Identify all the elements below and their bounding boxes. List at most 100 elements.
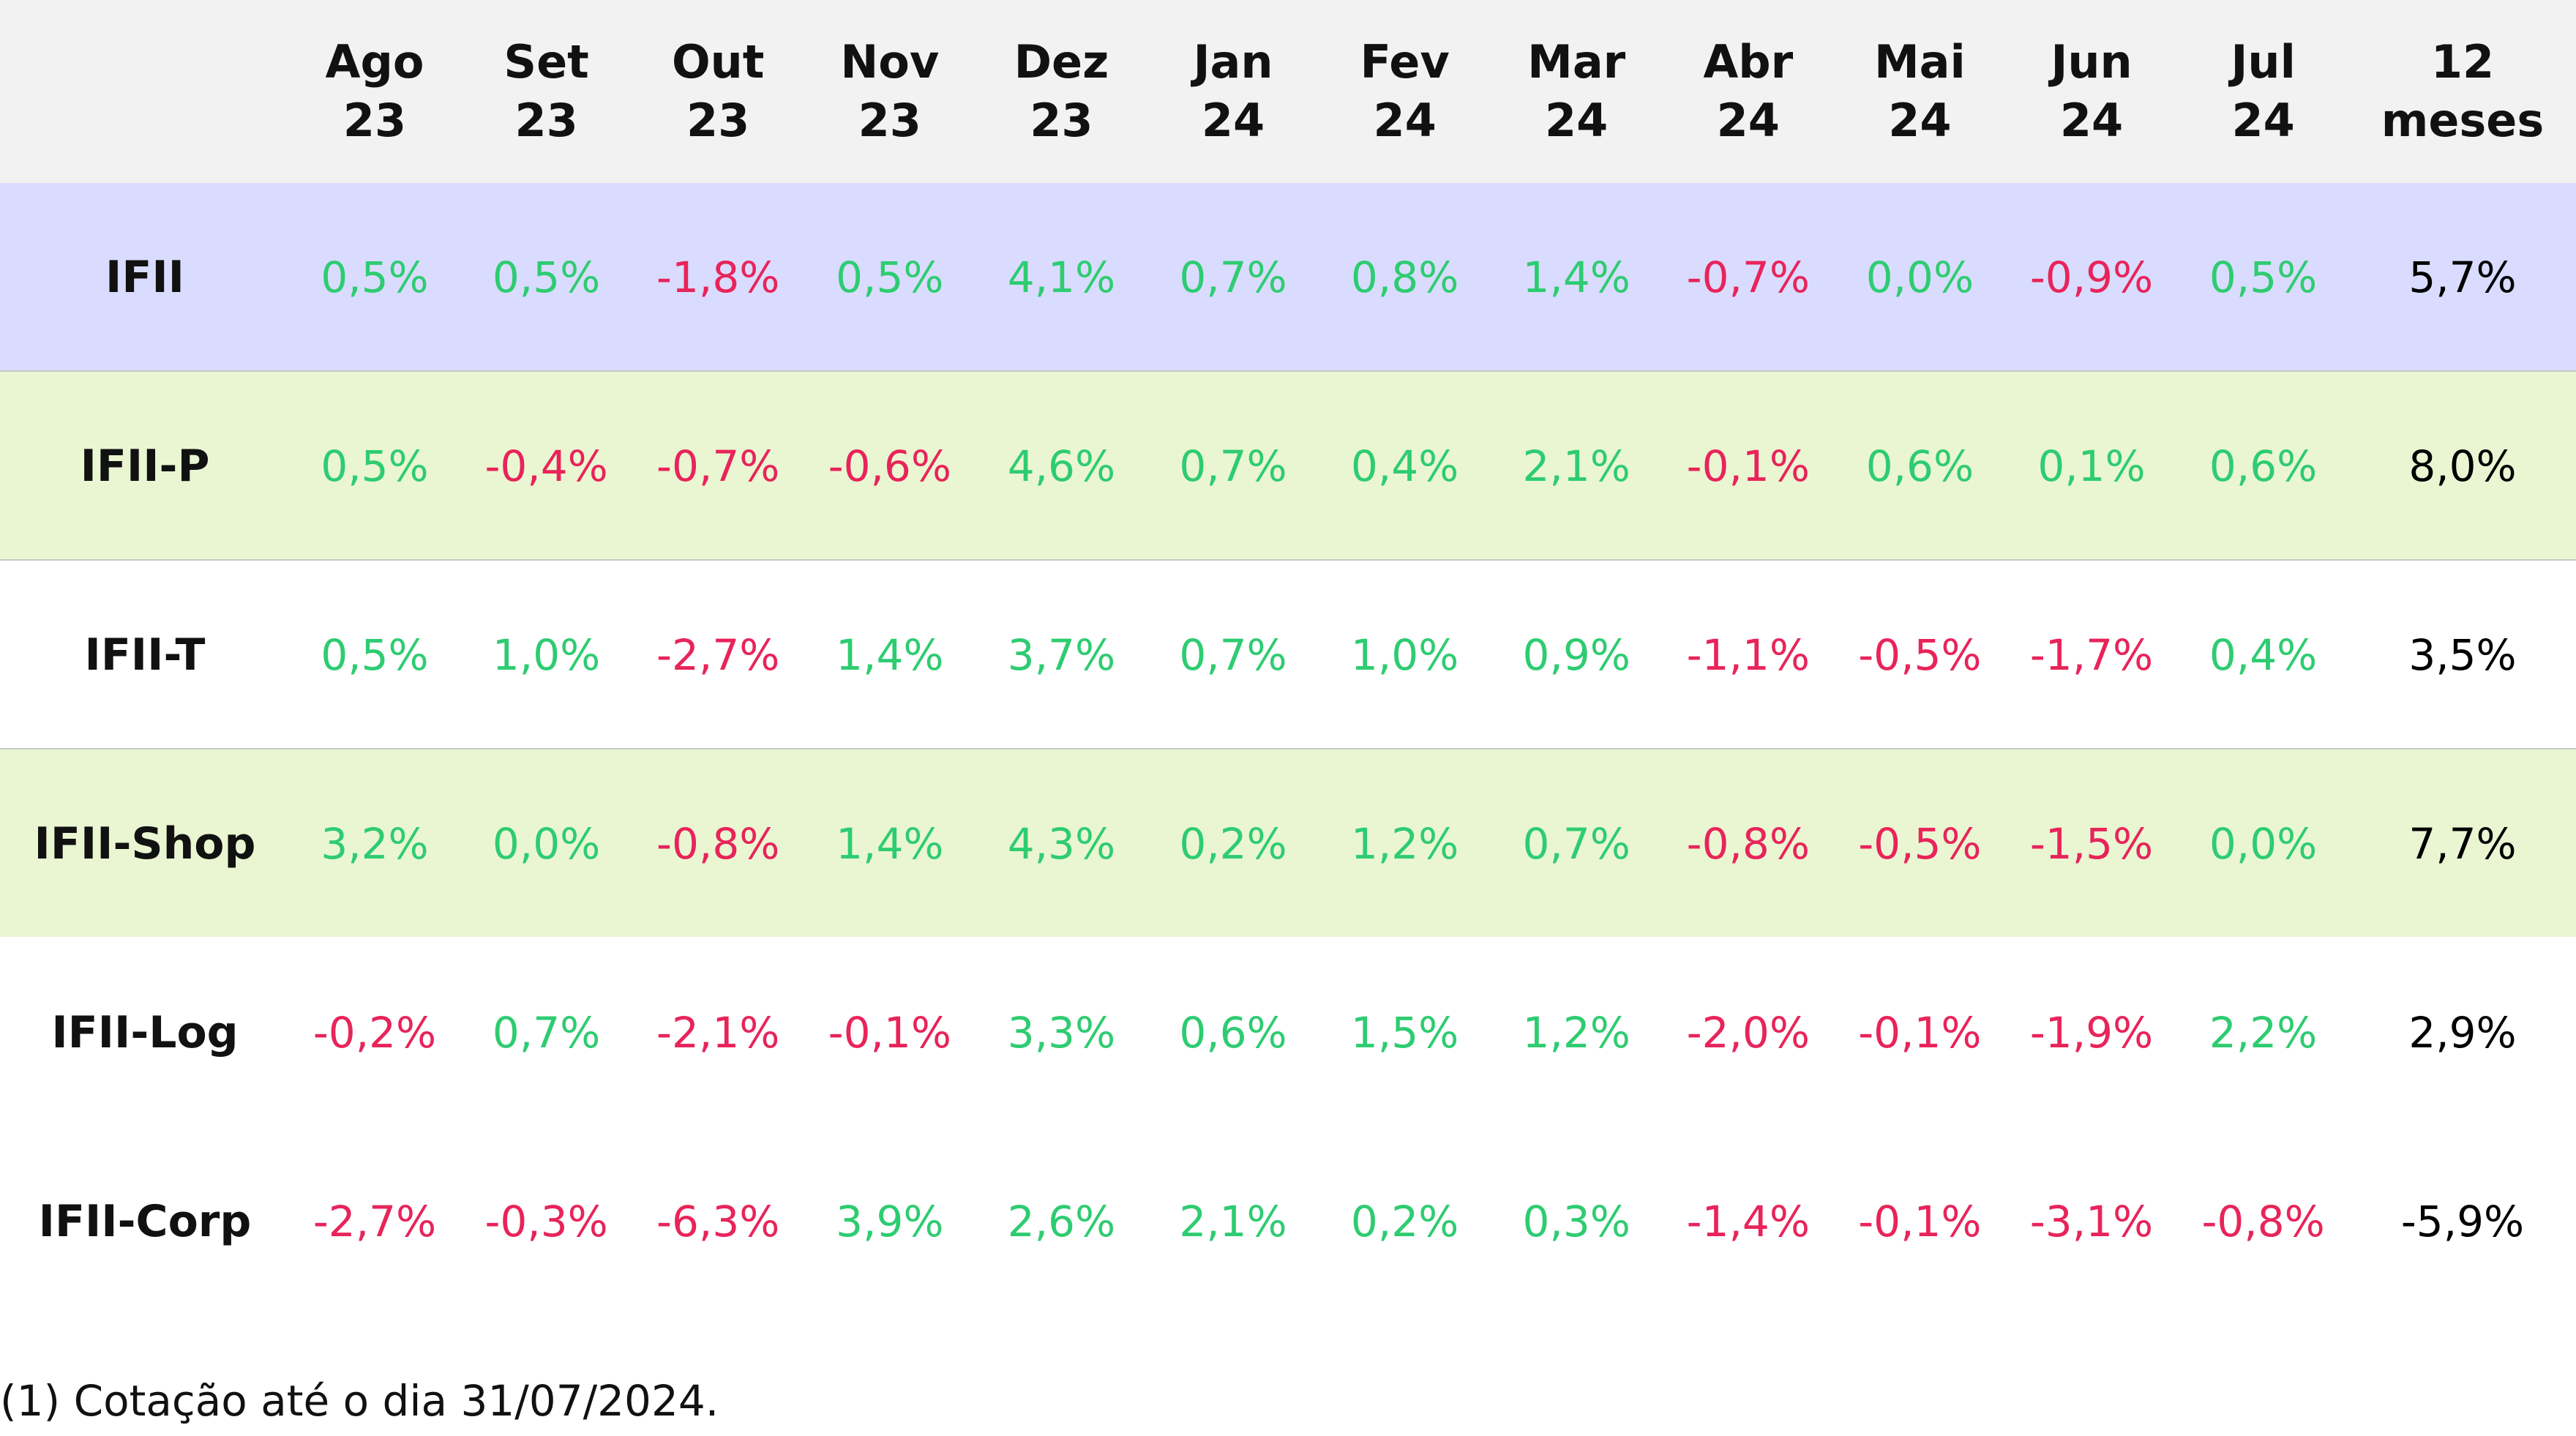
row-background xyxy=(0,749,2576,937)
value-cell: 0,7% xyxy=(1179,253,1287,302)
value-cell: 0,6% xyxy=(2209,441,2318,491)
header-line: 23 xyxy=(342,94,407,147)
header-line: 24 xyxy=(2231,94,2295,147)
footnote: (1) Cotação até o dia 31/07/2024. xyxy=(0,1376,719,1426)
value-cell: -0,5% xyxy=(1858,819,1982,869)
header-line: Mai xyxy=(1873,35,1966,89)
value-cell: 2,1% xyxy=(1179,1197,1287,1246)
value-cell: 0,7% xyxy=(1522,819,1630,869)
value-cell: 0,0% xyxy=(2209,819,2318,869)
header-cell: Fev 24 xyxy=(1321,0,1489,183)
row-background xyxy=(0,561,2576,749)
value-cell: -2,0% xyxy=(1686,1008,1810,1058)
header-cell: Out 23 xyxy=(634,0,802,183)
header-line: 24 xyxy=(1716,94,1780,147)
value-cell: 0,0% xyxy=(1865,253,1974,302)
header-line: 23 xyxy=(686,94,750,147)
header-line: 23 xyxy=(514,94,578,147)
row-name: IFII xyxy=(105,252,184,303)
value-cell: -0,3% xyxy=(484,1197,608,1246)
value-cell: -0,5% xyxy=(1858,630,1982,680)
value-cell: 2,9% xyxy=(2408,1008,2517,1058)
value-cell: 0,2% xyxy=(1350,1197,1459,1246)
value-cell: 4,1% xyxy=(1007,253,1116,302)
header-cell: Abr 24 xyxy=(1664,0,1832,183)
value-cell: -0,8% xyxy=(1686,819,1810,869)
value-cell: 1,4% xyxy=(1522,253,1630,302)
header-line: 23 xyxy=(858,94,921,147)
value-cell: -0,7% xyxy=(656,441,780,491)
value-cell: -6,3% xyxy=(656,1197,780,1246)
value-cell: 1,2% xyxy=(1522,1008,1630,1058)
value-cell: -0,8% xyxy=(2201,1197,2325,1246)
value-cell: 2,1% xyxy=(1522,441,1630,491)
value-cell: 1,5% xyxy=(1350,1008,1459,1058)
value-cell: 1,4% xyxy=(836,819,944,869)
value-cell: -1,5% xyxy=(2029,819,2154,869)
value-cell: 0,5% xyxy=(2209,253,2318,302)
value-cell: 0,5% xyxy=(321,253,429,302)
header-cell: Mai 24 xyxy=(1835,0,2004,183)
header-cell: Jun 24 xyxy=(2007,0,2176,183)
value-cell: -1,8% xyxy=(656,253,780,302)
header-line: Mar xyxy=(1527,35,1626,89)
header-cell: Nov 23 xyxy=(806,0,974,183)
value-cell: 2,6% xyxy=(1007,1197,1116,1246)
value-cell: 8,0% xyxy=(2408,441,2517,491)
value-cell: 4,3% xyxy=(1007,819,1116,869)
value-cell: -0,4% xyxy=(484,441,608,491)
header-line: Jun xyxy=(2051,35,2133,89)
value-cell: 3,2% xyxy=(321,819,429,869)
value-cell: 0,8% xyxy=(1350,253,1459,302)
value-cell: -1,9% xyxy=(2029,1008,2154,1058)
value-cell: 3,7% xyxy=(1007,630,1116,680)
value-cell: 3,5% xyxy=(2408,630,2517,680)
header-line: Abr xyxy=(1703,35,1794,89)
value-cell: 0,6% xyxy=(1865,441,1974,491)
value-cell: -0,1% xyxy=(1858,1197,1982,1246)
value-cell: 0,9% xyxy=(1522,630,1630,680)
value-cell: -0,6% xyxy=(828,441,951,491)
value-cell: 0,7% xyxy=(1179,441,1287,491)
value-cell: -1,4% xyxy=(1686,1197,1810,1246)
value-cell: -0,1% xyxy=(1686,441,1810,491)
value-cell: 4,6% xyxy=(1007,441,1116,491)
value-cell: 0,7% xyxy=(1179,630,1287,680)
value-cell: -1,1% xyxy=(1686,630,1810,680)
value-cell: 3,9% xyxy=(836,1197,944,1246)
row-name: IFII-P xyxy=(80,441,210,492)
header-line: Nov xyxy=(840,35,940,89)
header-cell: Jul 24 xyxy=(2179,0,2348,183)
header-cell: Ago 23 xyxy=(291,0,459,183)
value-cell: 1,0% xyxy=(492,630,601,680)
header-line: 24 xyxy=(1888,94,1952,147)
row-background xyxy=(0,183,2576,372)
value-cell: 0,3% xyxy=(1522,1197,1630,1246)
header-cell: Mar 24 xyxy=(1492,0,1660,183)
row-background xyxy=(0,938,2576,1126)
row-background xyxy=(0,1127,2576,1315)
value-cell: 0,4% xyxy=(2209,630,2318,680)
header-cell: Jan 24 xyxy=(1149,0,1317,183)
value-cell: 0,5% xyxy=(321,630,429,680)
value-cell: 0,6% xyxy=(1179,1008,1287,1058)
header-line: Out xyxy=(671,35,765,89)
value-cell: -0,9% xyxy=(2029,253,2154,302)
header-cell: Set 23 xyxy=(463,0,631,183)
value-cell: -0,1% xyxy=(828,1008,951,1058)
row-name: IFII-T xyxy=(84,629,206,681)
header-line: Set xyxy=(503,35,589,89)
value-cell: 0,4% xyxy=(1350,441,1459,491)
value-cell: 1,0% xyxy=(1350,630,1459,680)
value-cell: 0,2% xyxy=(1179,819,1287,869)
value-cell: -0,8% xyxy=(656,819,780,869)
value-cell: 2,2% xyxy=(2209,1008,2318,1058)
header-line: 12 xyxy=(2430,35,2495,89)
header-cell: Dez 23 xyxy=(977,0,1145,183)
header-line: 24 xyxy=(2059,94,2124,147)
header-row xyxy=(0,0,2576,183)
value-cell: 3,3% xyxy=(1007,1008,1116,1058)
value-cell: 1,2% xyxy=(1350,819,1459,869)
header-line: Jan xyxy=(1193,35,1273,89)
